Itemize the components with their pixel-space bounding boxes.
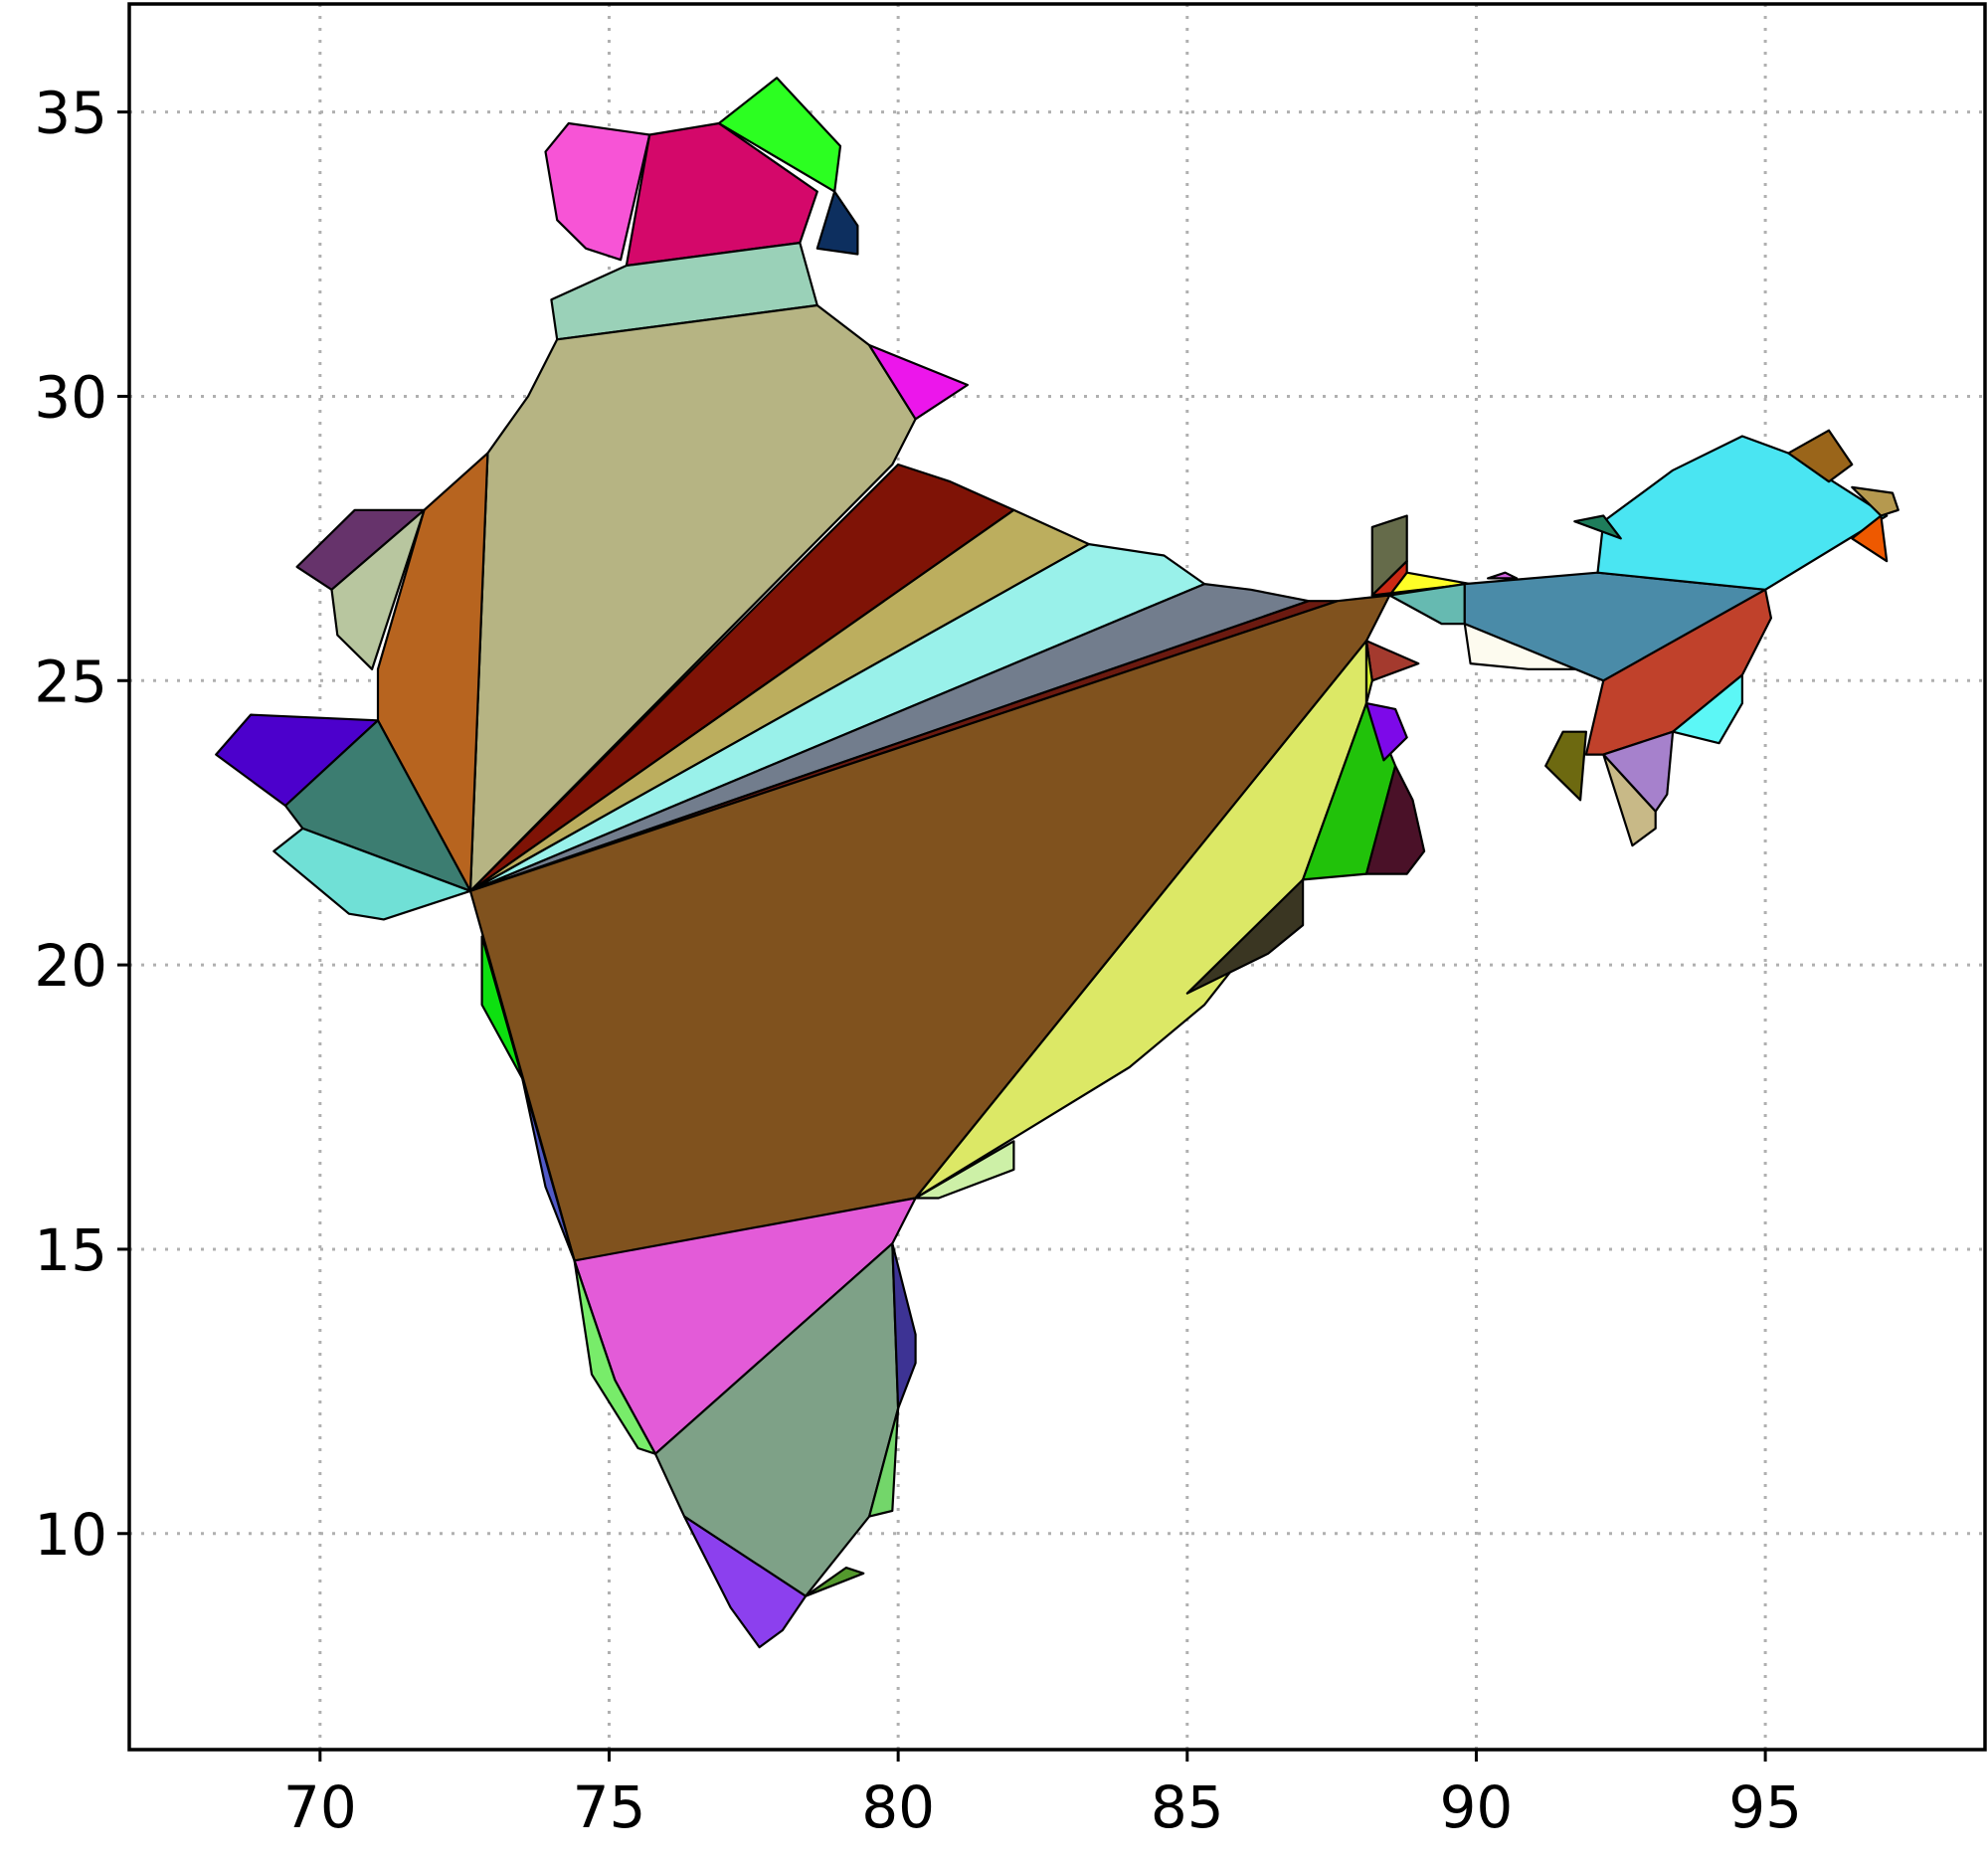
map-regions bbox=[215, 77, 1899, 1649]
map-region-49 bbox=[1671, 673, 1744, 745]
y-tick-label: 30 bbox=[34, 363, 107, 431]
axis-ticks: 70 75 80 85 90 95 10 15 20 25 30 35 bbox=[34, 80, 1802, 1841]
y-tick-label: 10 bbox=[34, 1501, 107, 1569]
map-region-45 bbox=[1787, 429, 1854, 483]
map-region-21 bbox=[1185, 878, 1305, 995]
map-region-0 bbox=[544, 121, 651, 262]
map-region-12 bbox=[272, 827, 472, 921]
map-region-35 bbox=[804, 1566, 865, 1597]
map-region-23 bbox=[1364, 701, 1408, 762]
plot-frame bbox=[127, 2, 1987, 1752]
map-region-20 bbox=[914, 1140, 1015, 1200]
map-region-1 bbox=[625, 121, 818, 268]
map-region-46 bbox=[1851, 485, 1899, 517]
map-region-34 bbox=[682, 1515, 808, 1649]
map-region-33 bbox=[867, 1406, 900, 1518]
x-tick-label: 95 bbox=[1728, 1773, 1802, 1841]
map-region-24 bbox=[1364, 764, 1426, 875]
map-region-43 bbox=[1596, 435, 1889, 591]
map-region-32 bbox=[891, 1242, 917, 1410]
map-region-42 bbox=[1486, 571, 1519, 580]
map-region-26 bbox=[1364, 640, 1373, 705]
x-tick-label: 70 bbox=[283, 1773, 357, 1841]
map-region-28 bbox=[521, 1077, 576, 1262]
map-region-2 bbox=[717, 77, 842, 193]
map-region-51 bbox=[1544, 730, 1588, 802]
x-tick-label: 85 bbox=[1151, 1773, 1224, 1841]
map-region-6 bbox=[867, 343, 970, 421]
map-region-25 bbox=[1364, 640, 1420, 682]
map-region-44 bbox=[1573, 514, 1622, 540]
y-tick-label: 35 bbox=[34, 80, 107, 147]
map-region-5 bbox=[468, 303, 917, 892]
y-tick-label: 25 bbox=[34, 648, 107, 715]
map-region-30 bbox=[573, 1259, 657, 1455]
x-tick-label: 80 bbox=[861, 1773, 935, 1841]
map-region-52 bbox=[1602, 753, 1657, 847]
map-region-9 bbox=[330, 508, 426, 670]
y-tick-label: 20 bbox=[34, 932, 107, 1000]
y-tick-label: 15 bbox=[34, 1216, 107, 1284]
map-region-47 bbox=[1851, 514, 1889, 563]
map-region-7 bbox=[376, 452, 489, 892]
x-tick-label: 75 bbox=[573, 1773, 646, 1841]
map-region-3 bbox=[815, 190, 859, 256]
x-tick-label: 90 bbox=[1440, 1773, 1514, 1841]
